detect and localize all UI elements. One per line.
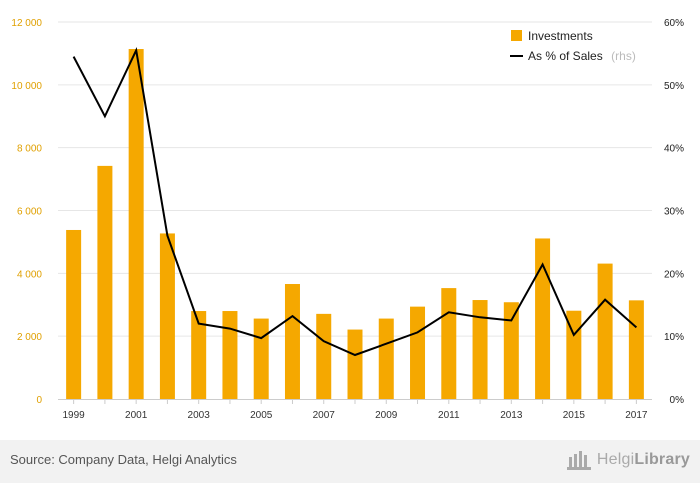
- bar: [222, 311, 238, 399]
- bar: [378, 318, 394, 399]
- legend-swatch-investments: [511, 30, 522, 41]
- right-tick-label: 40%: [664, 144, 684, 155]
- x-tick-label: 2013: [500, 410, 523, 421]
- helgi-library-logo[interactable]: HelgiLibrary: [566, 449, 690, 471]
- left-tick-label: 0: [36, 395, 42, 406]
- bar: [628, 300, 644, 399]
- bar: [441, 288, 457, 399]
- investments-chart: 0 2 000 4 000 6 000 8 000 10 000 12 000 0% 10% 2…: [11, 18, 684, 421]
- investment-bars: [66, 49, 644, 399]
- right-tick-label: 30%: [664, 207, 684, 218]
- sales-share-polyline: [72, 46, 638, 357]
- left-tick-label: 8 000: [17, 144, 42, 155]
- logo-text-bold: Library: [634, 451, 690, 468]
- bar: [410, 306, 426, 399]
- bar: [284, 284, 300, 399]
- bar: [159, 233, 175, 399]
- left-tick-label: 10 000: [11, 81, 42, 92]
- right-tick-label: 0%: [670, 395, 685, 406]
- bar: [472, 300, 488, 399]
- logo-text: HelgiLibrary: [597, 451, 690, 469]
- bar: [566, 310, 582, 399]
- x-tick-label: 2009: [375, 410, 398, 421]
- right-tick-label: 50%: [664, 81, 684, 92]
- bar: [535, 238, 551, 399]
- legend-label-investments: Investments: [528, 29, 593, 43]
- left-tick-label: 2 000: [17, 332, 42, 343]
- footer: Source: Company Data, Helgi Analytics He…: [0, 440, 700, 483]
- left-tick-label: 4 000: [17, 269, 42, 280]
- bar: [128, 49, 144, 399]
- x-tick-label: 2005: [250, 410, 273, 421]
- right-tick-label: 20%: [664, 269, 684, 280]
- sales-share-line: [72, 46, 638, 357]
- legend-label-sales-share-name: As % of Sales: [528, 49, 603, 63]
- bar: [66, 229, 82, 399]
- source-note: Source: Company Data, Helgi Analytics: [10, 452, 237, 467]
- right-axis: 0% 10% 20% 30% 40% 50% 60%: [664, 18, 684, 406]
- right-tick-label: 60%: [664, 18, 684, 29]
- x-tick-label: 2017: [625, 410, 648, 421]
- bar: [597, 263, 613, 399]
- logo-text-light: Helgi: [596, 451, 635, 468]
- legend-label-sales-share: As % of Sales (rhs): [528, 47, 636, 64]
- left-tick-label: 6 000: [17, 207, 42, 218]
- bar: [503, 302, 519, 399]
- bar: [191, 311, 207, 399]
- bar: [347, 329, 363, 399]
- right-tick-label: 10%: [664, 332, 684, 343]
- bar: [316, 313, 332, 399]
- chart-area: 0 2 000 4 000 6 000 8 000 10 000 12 000 0% 10% 2…: [11, 18, 684, 421]
- x-tick-label: 2011: [438, 410, 460, 421]
- library-building-icon: [566, 451, 591, 470]
- x-axis: 1999 2001 2003 2005 2007 2009 2011 2013 2015 2017: [58, 399, 652, 421]
- left-axis: 0 2 000 4 000 6 000 8 000 10 000 12 000: [11, 18, 42, 406]
- legend-label-sales-share-suffix: (rhs): [611, 49, 636, 63]
- x-tick-label: 1999: [63, 410, 86, 421]
- bar: [97, 165, 113, 399]
- x-tick-label: 2003: [188, 410, 211, 421]
- bar: [253, 318, 269, 399]
- left-tick-label: 12 000: [11, 18, 42, 29]
- x-tick-label: 2007: [313, 410, 336, 421]
- x-tick-label: 2015: [563, 410, 586, 421]
- legend: Investments As % of Sales (rhs): [510, 29, 636, 64]
- gridlines: [58, 21, 652, 337]
- x-tick-label: 2001: [125, 410, 148, 421]
